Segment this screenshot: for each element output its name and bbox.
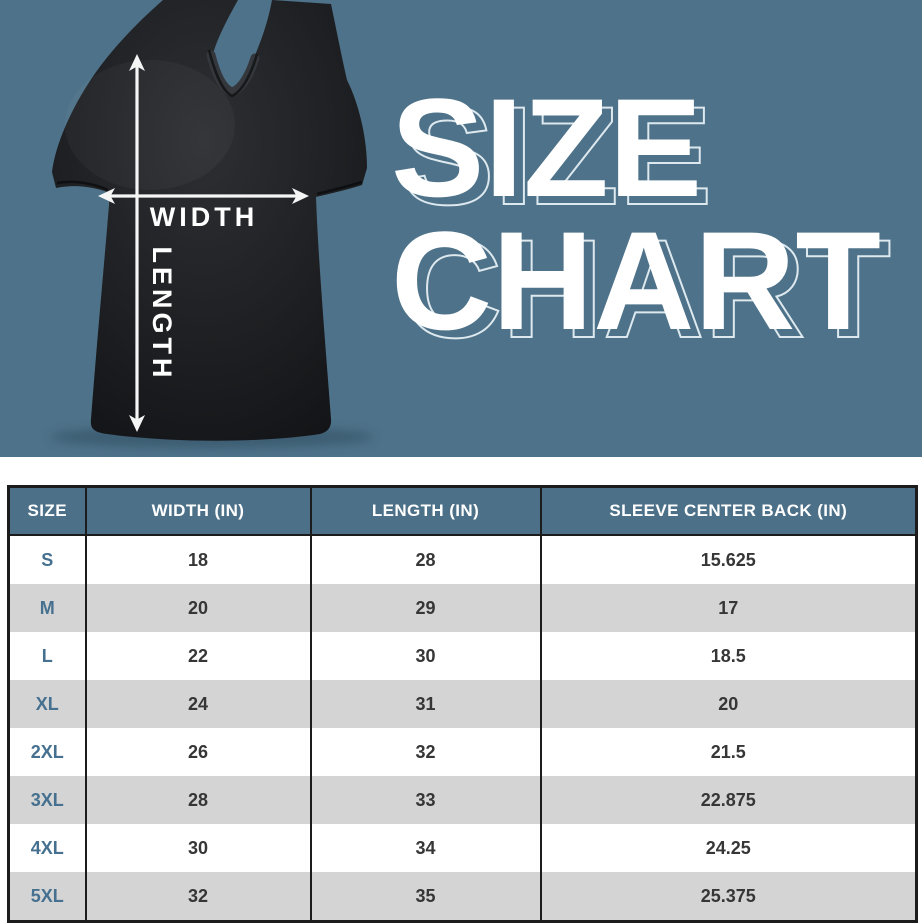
title-chart-outline: CHART <box>400 210 892 367</box>
tshirt-body <box>52 0 367 441</box>
sleeve-value: 25.375 <box>539 872 918 922</box>
length-value: 34 <box>309 824 542 872</box>
col-header-width: WIDTH (IN) <box>84 485 312 536</box>
width-value: 24 <box>84 680 312 728</box>
width-value: 22 <box>84 632 312 680</box>
length-value: 30 <box>309 632 542 680</box>
size-table: SIZE WIDTH (IN) LENGTH (IN) SLEEVE CENTE… <box>7 485 918 923</box>
table-row: M 20 29 17 <box>7 584 918 632</box>
size-label: 5XL <box>7 872 87 922</box>
table-row: 5XL 32 35 25.375 <box>7 872 918 922</box>
width-value: 28 <box>84 776 312 824</box>
sleeve-value: 24.25 <box>539 824 918 872</box>
size-label: 4XL <box>7 824 87 872</box>
length-value: 29 <box>309 584 542 632</box>
col-header-length: LENGTH (IN) <box>309 485 542 536</box>
size-label: L <box>7 632 87 680</box>
table-row: 4XL 30 34 24.25 <box>7 824 918 872</box>
length-value: 28 <box>309 535 542 584</box>
table-row: S 18 28 15.625 <box>7 535 918 584</box>
title-line-chart: CHART CHART <box>391 211 892 360</box>
width-arrow <box>98 188 309 204</box>
table-row: XL 24 31 20 <box>7 680 918 728</box>
title-chart-text: CHART <box>391 202 881 359</box>
length-label: LENGTH <box>147 247 177 382</box>
width-value: 18 <box>84 535 312 584</box>
title-line-size: SIZE SIZE <box>391 78 881 227</box>
length-arrow <box>129 54 145 432</box>
sleeve-value: 17 <box>539 584 918 632</box>
tshirt-collar-edge <box>207 49 259 98</box>
left-cuff-line <box>56 180 109 192</box>
title-size-outline: SIZE <box>400 77 713 234</box>
size-label: M <box>7 584 87 632</box>
length-value: 32 <box>309 728 542 776</box>
width-value: 20 <box>84 584 312 632</box>
length-value: 31 <box>309 680 542 728</box>
table-row: 3XL 28 33 22.875 <box>7 776 918 824</box>
title-size-text: SIZE <box>391 69 703 226</box>
sleeve-value: 22.875 <box>539 776 918 824</box>
sleeve-value: 20 <box>539 680 918 728</box>
width-label: WIDTH <box>150 202 258 232</box>
size-label: S <box>7 535 87 584</box>
col-header-size: SIZE <box>7 485 87 536</box>
page-title: SIZE SIZE CHART CHART <box>391 78 892 360</box>
col-header-sleeve: SLEEVE CENTER BACK (IN) <box>539 485 918 536</box>
shirt-highlight <box>65 60 235 190</box>
sleeve-value: 18.5 <box>539 632 918 680</box>
banner: WIDTH LENGTH SIZE SIZE CHART CHART <box>0 0 922 457</box>
width-value: 30 <box>84 824 312 872</box>
size-table-section: SIZE WIDTH (IN) LENGTH (IN) SLEEVE CENTE… <box>0 457 922 923</box>
length-value: 33 <box>309 776 542 824</box>
size-label: 2XL <box>7 728 87 776</box>
sleeve-value: 15.625 <box>539 535 918 584</box>
tshirt-diagram: WIDTH LENGTH <box>50 0 374 448</box>
width-value: 26 <box>84 728 312 776</box>
sleeve-value: 21.5 <box>539 728 918 776</box>
length-value: 35 <box>309 872 542 922</box>
size-label: XL <box>7 680 87 728</box>
right-cuff-line <box>316 180 363 196</box>
table-row: L 22 30 18.5 <box>7 632 918 680</box>
table-header-row: SIZE WIDTH (IN) LENGTH (IN) SLEEVE CENTE… <box>7 485 918 536</box>
table-row: 2XL 26 32 21.5 <box>7 728 918 776</box>
width-value: 32 <box>84 872 312 922</box>
size-label: 3XL <box>7 776 87 824</box>
